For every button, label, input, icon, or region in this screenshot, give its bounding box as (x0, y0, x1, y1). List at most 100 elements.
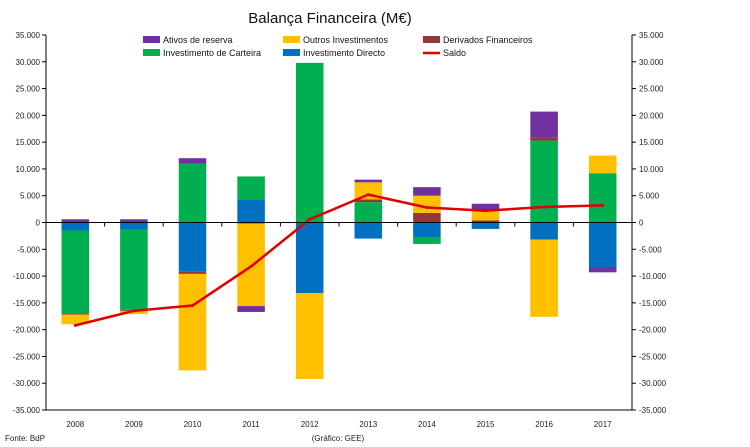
y-tick-left-label: -15.000 (13, 299, 41, 308)
bar-investimento-de-carteira-2014 (413, 236, 441, 244)
legend-label-outros-investimentos: Outros Investimentos (303, 35, 389, 45)
credit-note: (Gráfico: GEE) (312, 434, 365, 443)
bar-investimento-directo-2015 (471, 222, 500, 229)
bar-outros-investimentos-2016 (530, 239, 558, 317)
y-tick-left-label: -35.000 (13, 406, 41, 415)
bar-investimento-directo-2017 (588, 222, 617, 268)
y-tick-right-label: 10.000 (639, 165, 664, 174)
y-tick-left-label: 10.000 (16, 165, 41, 174)
x-tick-label-2014: 2014 (418, 420, 436, 429)
bar-investimento-directo-2009 (120, 222, 148, 230)
legend-swatch-ativos-de-reserva (143, 36, 160, 43)
bar-derivados-financeiros-2011 (237, 222, 265, 224)
bar-ativos-de-reserva-2010 (178, 158, 207, 164)
x-axis: 2008 2009 2010 2011 2012 2013 2014 2015 2016 2017 (45, 222, 633, 429)
bar-investimento-de-carteira-2008 (61, 230, 90, 314)
bar-investimento-de-carteira-2010 (178, 163, 207, 223)
saldo-point-2010 (191, 304, 194, 308)
bar-outros-investimentos-2017 (588, 155, 617, 174)
bar-derivados-financeiros-2008 (61, 313, 90, 315)
y-axis-left: 35.000 30.000 25.000 20.000 15.000 10.000 5.00… (13, 31, 47, 415)
x-tick-label-2008: 2008 (66, 420, 84, 429)
y-tick-right-label: -15.000 (639, 299, 667, 308)
saldo-line-group (73, 193, 605, 327)
saldo-point-2008 (73, 323, 77, 327)
y-tick-left-label: -20.000 (13, 326, 41, 335)
x-tick-label-2011: 2011 (242, 420, 260, 429)
bar-outros-investimentos-2011 (237, 223, 265, 307)
legend-swatch-investimento-directo (283, 49, 300, 56)
bar-ativos-de-reserva-2014 (413, 187, 441, 196)
bar-derivados-financeiros-2014 (413, 212, 441, 223)
bar-outros-investimentos-2009 (120, 310, 148, 315)
saldo-point-2015 (484, 209, 487, 213)
saldo-point-2009 (132, 309, 136, 313)
bar-ativos-de-reserva-2009 (120, 219, 148, 223)
y-tick-right-label: -25.000 (639, 352, 667, 361)
x-tick-label-2016: 2016 (535, 420, 553, 429)
y-tick-right-label: -20.000 (639, 326, 667, 335)
bar-investimento-directo-2016 (530, 222, 558, 240)
bar-outros-investimentos-2015 (471, 210, 500, 221)
y-tick-left-label: -25.000 (13, 352, 41, 361)
y-tick-left-label: 15.000 (16, 138, 41, 147)
bar-derivados-financeiros-2010 (178, 271, 207, 274)
legend-swatch-investimento-de-carteira (143, 49, 160, 56)
y-tick-right-label: 35.000 (639, 31, 664, 40)
bar-derivados-financeiros-2016 (530, 137, 558, 141)
y-tick-left-label: -10.000 (13, 272, 41, 281)
chart-title: Balança Financeira (M€) (248, 10, 411, 27)
bar-investimento-directo-2014 (413, 222, 441, 237)
bar-ativos-de-reserva-2008 (61, 219, 90, 223)
bar-investimento-de-carteira-2016 (530, 140, 558, 223)
y-tick-right-label: -35.000 (639, 406, 667, 415)
bar-ativos-de-reserva-2017 (588, 267, 617, 273)
legend-label-derivados-financeiros: Derivados Financeiros (443, 35, 533, 45)
bar-investimento-de-carteira-2012 (295, 62, 324, 223)
y-tick-left-label: 35.000 (16, 31, 41, 40)
saldo-point-2016 (542, 205, 546, 209)
y-tick-right-label: -5.000 (639, 245, 662, 254)
saldo-point-2012 (308, 217, 312, 221)
saldo-point-2014 (425, 206, 429, 209)
source-note: Fonte: BdP (5, 434, 45, 443)
legend-label-investimento-de-carteira: Investimento de Carteira (163, 48, 261, 58)
bar-investimento-directo-2010 (178, 222, 207, 272)
bar-investimento-de-carteira-2009 (120, 229, 148, 310)
saldo-point-2017 (601, 203, 605, 207)
y-tick-left-label: 5.000 (20, 192, 41, 201)
bars (61, 62, 617, 379)
y-tick-right-label: 20.000 (639, 111, 664, 120)
legend-label-investimento-directo: Investimento Directo (303, 48, 385, 58)
x-tick-label-2010: 2010 (184, 420, 202, 429)
saldo-point-2011 (249, 264, 253, 268)
legend-swatch-outros-investimentos (283, 36, 300, 43)
bar-investimento-directo-2008 (61, 222, 90, 231)
saldo-point-2013 (366, 193, 370, 197)
y-tick-right-label: -30.000 (639, 379, 667, 388)
y-axis-right: 35.000 30.000 25.000 20.000 15.000 10.000 5.00… (631, 31, 667, 415)
legend: Ativos de reserva Outros Investimentos Der… (143, 35, 533, 58)
x-tick-label-2009: 2009 (125, 420, 143, 429)
bar-investimento-directo-2012 (295, 222, 324, 294)
y-tick-right-label: 5.000 (639, 192, 660, 201)
saldo-line (75, 193, 603, 327)
x-tick-label-2012: 2012 (301, 420, 319, 429)
y-tick-right-label: 25.000 (639, 85, 664, 94)
bar-ativos-de-reserva-2011 (237, 306, 265, 312)
bar-derivados-financeiros-2015 (471, 220, 500, 223)
legend-swatch-derivados-financeiros (423, 36, 440, 43)
x-tick-label-2013: 2013 (359, 420, 377, 429)
bar-ativos-de-reserva-2013 (354, 179, 383, 183)
x-tick-label-2015: 2015 (477, 420, 495, 429)
y-tick-left-label: 20.000 (16, 111, 41, 120)
bar-outros-investimentos-2012 (295, 293, 324, 379)
bar-outros-investimentos-2008 (61, 314, 90, 325)
y-tick-left-label: -30.000 (13, 379, 41, 388)
y-tick-right-label: 30.000 (639, 58, 664, 67)
y-tick-left-label: 25.000 (16, 85, 41, 94)
legend-label-ativos-de-reserva: Ativos de reserva (163, 35, 233, 45)
legend-label-saldo: Saldo (443, 48, 466, 58)
bar-outros-investimentos-2010 (178, 273, 207, 371)
